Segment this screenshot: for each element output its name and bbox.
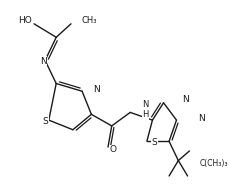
Text: C(CH₃)₃: C(CH₃)₃	[199, 159, 228, 168]
Text: N: N	[198, 114, 204, 123]
Text: O: O	[110, 146, 117, 154]
Text: S: S	[152, 138, 157, 147]
Text: N: N	[182, 95, 189, 104]
Text: N: N	[40, 57, 46, 66]
Text: CH₃: CH₃	[81, 16, 97, 25]
Text: HO: HO	[19, 16, 32, 25]
Text: N
H: N H	[142, 100, 149, 119]
Text: S: S	[43, 117, 49, 126]
Text: N: N	[93, 85, 100, 94]
